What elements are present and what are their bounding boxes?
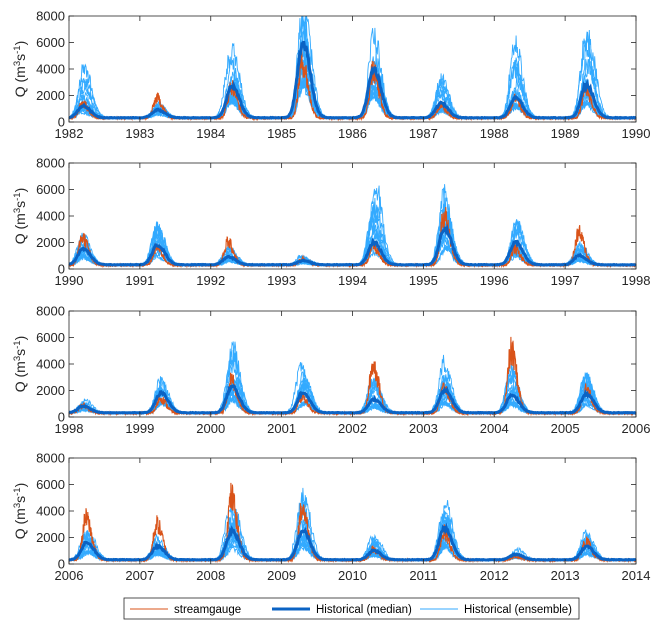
y-tick-label: 2000 [36,88,65,103]
x-tick-label: 1982 [55,126,84,141]
x-tick-label: 1990 [55,273,84,288]
y-tick-label: 0 [58,557,65,572]
panel-4: 0 2000 4000 6000 8000 2006 2007 2008 2009 2010 201… [12,451,650,584]
x-tick-label: 2010 [338,568,367,583]
y-tick-label: 6000 [36,330,65,345]
x-tick-label: 1986 [338,126,367,141]
y-tick-label: 4000 [36,209,65,224]
x-tick-label: 1985 [267,126,296,141]
x-tick-label: 2002 [338,421,367,436]
y-tick-label: 2000 [36,530,65,545]
plot-area [69,336,636,417]
y-tick-label: 0 [58,262,65,277]
y-tick-label: 4000 [36,504,65,519]
y-tick-label: 0 [58,115,65,130]
y-tick-label: 8000 [36,451,65,466]
x-tick-label: 2004 [480,421,509,436]
x-tick-label: 1983 [125,126,154,141]
x-tick-label: 2008 [196,568,225,583]
x-tick-label: 1998 [622,273,651,288]
x-tick-label: 2014 [622,568,651,583]
y-tick-label: 8000 [36,156,65,171]
legend-median-label: Historical (median) [316,604,412,616]
y-axis-label: Q (m3s-1) [12,41,28,98]
legend-streamgauge-label: streamgauge [174,604,241,616]
legend: streamgauge Historical (median) Historical… [123,597,580,620]
x-tick-label: 2001 [267,421,296,436]
y-tick-label: 6000 [36,35,65,50]
y-tick-label: 8000 [36,9,65,24]
x-tick-label: 1997 [551,273,580,288]
x-tick-label: 2012 [480,568,509,583]
x-tick-label: 2013 [551,568,580,583]
x-tick-label: 2005 [551,421,580,436]
plot-area [69,16,636,122]
y-tick-label: 6000 [36,182,65,197]
legend-box [123,597,580,620]
x-tick-label: 2009 [267,568,296,583]
y-axis-label: Q (m3s-1) [12,336,28,393]
x-tick-label: 2000 [196,421,225,436]
ensemble-series-line [69,42,636,120]
panel-1: 0 2000 4000 6000 8000 1982 1983 1984 1985 1986 198… [12,9,650,142]
y-tick-label: 4000 [36,62,65,77]
y-tick-label: 6000 [36,477,65,492]
plot-area [69,482,636,564]
x-tick-label: 1998 [55,421,84,436]
x-tick-label: 1993 [267,273,296,288]
x-tick-label: 2006 [55,568,84,583]
x-tick-label: 2003 [409,421,438,436]
x-tick-label: 1996 [480,273,509,288]
x-tick-label: 1991 [125,273,154,288]
y-axis-label: Q (m3s-1) [12,483,28,540]
panel-2: 0 2000 4000 6000 8000 1990 1991 1992 1993 1994 199… [12,156,650,289]
y-tick-label: 2000 [36,235,65,250]
y-tick-label: 4000 [36,357,65,372]
x-tick-label: 1989 [551,126,580,141]
x-tick-label: 1995 [409,273,438,288]
panel-3: 0 2000 4000 6000 8000 1998 1999 2000 2001 2002 200… [12,304,650,437]
y-tick-label: 2000 [36,383,65,398]
x-tick-label: 2007 [125,568,154,583]
x-tick-label: 2006 [622,421,651,436]
x-tick-label: 1994 [338,273,367,288]
plot-area [69,184,636,269]
y-axis-label: Q (m3s-1) [12,188,28,245]
x-tick-label: 1992 [196,273,225,288]
x-tick-label: 1999 [125,421,154,436]
x-tick-label: 1990 [622,126,651,141]
x-tick-label: 1988 [480,126,509,141]
x-tick-label: 1987 [409,126,438,141]
x-tick-label: 1984 [196,126,225,141]
legend-ensemble-label: Historical (ensemble) [464,604,572,616]
y-tick-label: 0 [58,410,65,425]
y-tick-label: 8000 [36,304,65,319]
x-tick-label: 2011 [409,568,437,583]
